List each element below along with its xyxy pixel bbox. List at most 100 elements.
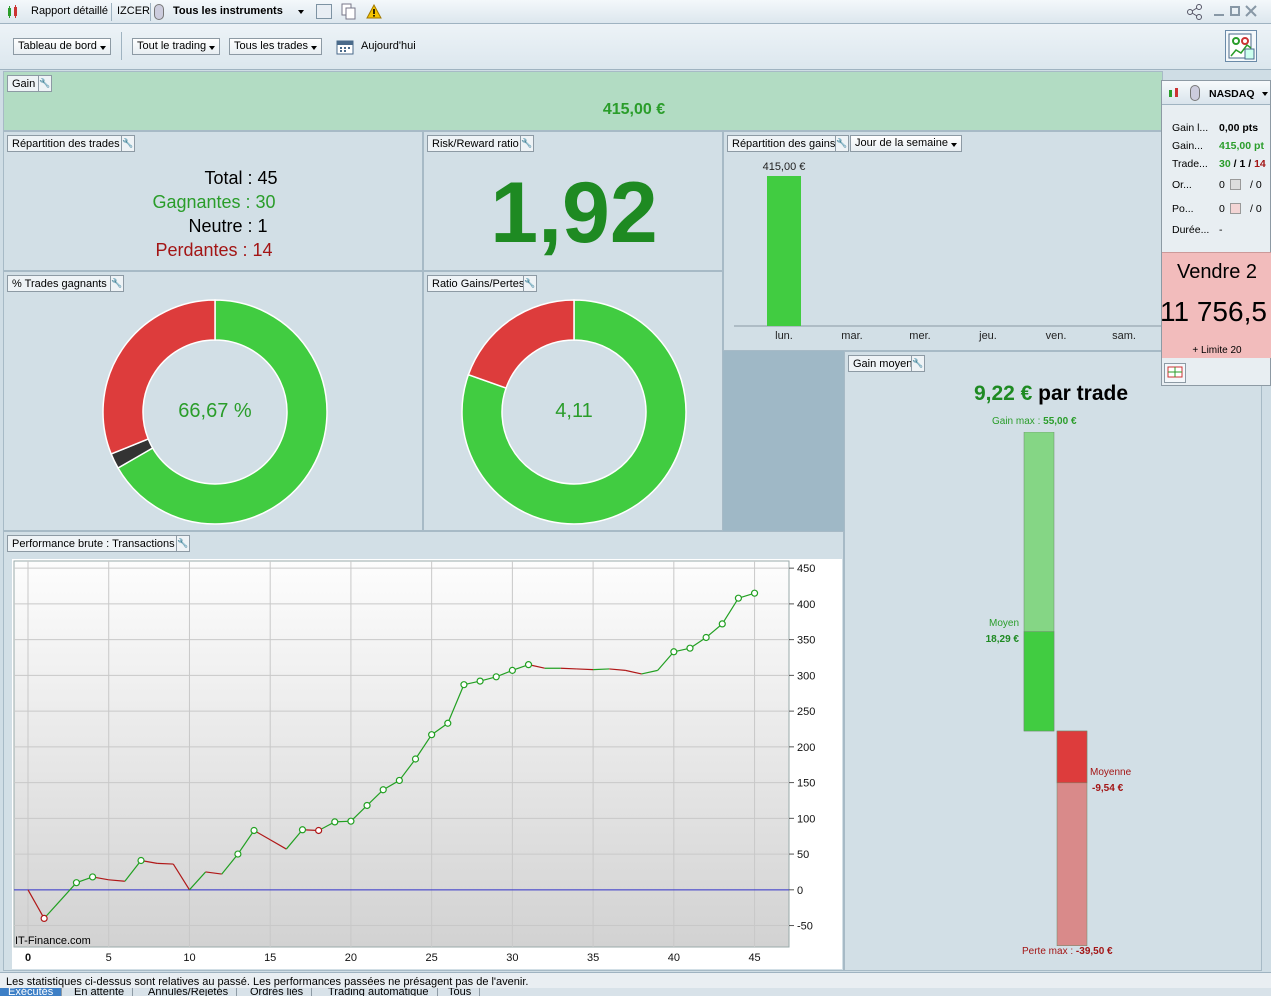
dashboard-dropdown[interactable]: Tableau de bord [13, 38, 111, 55]
performance-panel: Performance brute : Transactions 🔧 0 5 10 1… [3, 531, 844, 971]
tab-pending[interactable]: En attente [66, 988, 134, 996]
gain-value: 415,00 € [602, 101, 666, 118]
winning-pct-panel: % Trades gagnants 🔧 66,67 % [3, 271, 423, 531]
performance-point [40, 914, 48, 923]
side-duration-value: - [1219, 224, 1223, 236]
sell-button[interactable]: Vendre 2 11 756,5 + Limite 20 [1160, 252, 1271, 358]
wrench-icon[interactable]: 🔧 [911, 355, 925, 372]
gain-loss-ratio-value: 4,11 [555, 400, 593, 422]
toolbar: Tableau de bord Tout le trading Tous les… [0, 24, 1271, 70]
gain-loss-ratio-slice-pertes [467, 299, 575, 389]
instruments-dropdown[interactable]: Tous les instruments [173, 5, 283, 17]
wrench-icon[interactable]: 🔧 [523, 275, 537, 292]
average-loss-label: Moyenne [1090, 767, 1132, 778]
weekday-tick-label: mar. [841, 330, 862, 342]
y-tick-label: 100 [797, 813, 815, 825]
limit-label: + Limite 20 [1192, 345, 1242, 356]
market-selector[interactable]: NASDAQ [1209, 88, 1255, 100]
report-title[interactable]: Rapport détaillé [31, 5, 109, 17]
tab-executed[interactable]: Exécutés [0, 988, 63, 996]
neutral-trades: Neutre : 1 [188, 216, 268, 236]
weekday-data-label: 415,00 € [763, 161, 806, 173]
y-tick-label: 250 [797, 706, 815, 718]
max-gain-value: 55,00 € [1043, 416, 1077, 427]
calendar-icon[interactable] [336, 38, 355, 56]
report-settings-icon[interactable] [1225, 30, 1257, 62]
weekday-bar [767, 176, 801, 326]
tab-auto-trading[interactable]: Trading automatique [320, 988, 438, 996]
winning-pct-label: % Trades gagnants [7, 275, 112, 292]
side-positions-label: Po... [1172, 203, 1194, 215]
average-loss-value: -9,54 € [1092, 783, 1124, 794]
performance-point [460, 681, 468, 689]
side-positions-value: 0 [1219, 203, 1225, 215]
disclaimer-status-bar: Les statistiques ci-dessus sont relative… [0, 972, 1271, 988]
weekday-tick-label: mer. [909, 330, 930, 342]
gain-loss-ratio-slice-gains [461, 299, 687, 525]
average-win-value: 18,29 € [985, 634, 1019, 645]
side-positions-value2: / 0 [1250, 203, 1262, 215]
table-icon[interactable] [316, 4, 332, 19]
performance-point [379, 786, 387, 794]
max-loss-label: Perte max : [1022, 946, 1074, 957]
trade-distribution-panel: Répartition des trades 🔧 Total : 45 Gagn… [3, 131, 423, 271]
performance-point [686, 644, 694, 652]
order-side-panel: NASDAQ Gain l... 0,00 pts Gain... 415,00 p… [1160, 80, 1271, 386]
link-icon[interactable] [154, 4, 164, 20]
trades-dropdown[interactable]: Tous les trades [229, 38, 322, 55]
account-name[interactable]: IZCER [117, 5, 150, 17]
average-gain-headline: 9,22 € par trade [845, 382, 1257, 406]
side-trades-loss: 14 [1254, 158, 1266, 170]
performance-segment [59, 882, 77, 901]
tab-all[interactable]: Tous [440, 988, 481, 996]
chevron-down-icon [298, 10, 304, 14]
x-tick-label: 45 [748, 952, 760, 964]
copy-icon[interactable] [341, 3, 356, 20]
tab-cancelled[interactable]: Annulés/Rejetés [140, 988, 238, 996]
grid-settings-icon[interactable] [1164, 363, 1186, 383]
share-icon[interactable] [1186, 3, 1204, 21]
gain-panel: Gain 🔧 415,00 € [3, 71, 1163, 131]
wrench-icon[interactable]: 🔧 [121, 135, 135, 152]
x-tick-label: 35 [587, 952, 599, 964]
link-icon[interactable] [1190, 85, 1200, 101]
wrench-icon[interactable]: 🔧 [176, 535, 190, 552]
wrench-icon[interactable]: 🔧 [835, 135, 849, 152]
warning-icon[interactable] [366, 3, 382, 19]
wrench-icon[interactable]: 🔧 [110, 275, 124, 292]
close-position-icon[interactable] [1230, 203, 1241, 214]
x-tick-label: 25 [426, 952, 438, 964]
performance-segment [27, 889, 45, 919]
average-win-label: Moyen [988, 618, 1019, 629]
performance-point [444, 719, 452, 727]
weekday-dropdown[interactable]: Jour de la semaine [850, 135, 962, 152]
x-tick-label: 15 [264, 952, 276, 964]
y-tick-label: 450 [797, 563, 815, 575]
side-orders-value2: / 0 [1250, 179, 1262, 191]
maximize-icon[interactable] [1230, 6, 1240, 16]
performance-point [347, 817, 355, 825]
minimize-icon[interactable] [1214, 14, 1224, 16]
side-gain-label: Gain l... [1172, 122, 1209, 134]
performance-line-chart: 0 5 10 15 20 25 30 35 40 45 -50 0 50 100 150 200 250 300 3… [12, 559, 842, 969]
candlestick-icon[interactable] [1166, 86, 1182, 100]
x-tick-label: 0 [25, 952, 31, 964]
y-tick-label: 50 [797, 849, 809, 861]
cancel-icon[interactable] [1230, 179, 1241, 190]
wrench-icon[interactable]: 🔧 [38, 75, 52, 92]
performance-point [524, 661, 533, 669]
side-gain-value: 0,00 pts [1219, 122, 1259, 134]
trade-distribution-label: Répartition des trades [7, 135, 125, 152]
close-icon[interactable] [1245, 4, 1257, 18]
y-tick-label: 350 [797, 635, 815, 647]
trading-dropdown[interactable]: Tout le trading [132, 38, 221, 55]
wrench-icon[interactable]: 🔧 [520, 135, 534, 152]
performance-segment [721, 597, 739, 625]
winning-pct-slice-gagnants [116, 299, 328, 525]
risk-reward-label: Risk/Reward ratio [427, 135, 524, 152]
tab-linked-orders[interactable]: Ordres liés [242, 988, 313, 996]
performance-point [734, 594, 743, 602]
performance-segment [366, 789, 384, 806]
x-tick-label: 40 [668, 952, 680, 964]
today-button[interactable]: Aujourd'hui [361, 40, 416, 52]
